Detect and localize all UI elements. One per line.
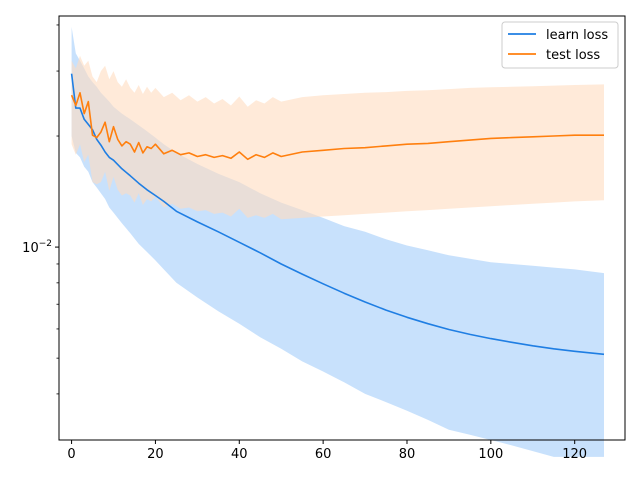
test-loss-line <box>70 92 604 161</box>
x-tick-label: 100 <box>478 447 503 462</box>
legend-label-learn-loss: learn loss <box>546 28 608 43</box>
confidence-bands <box>71 27 605 457</box>
learn-loss-line <box>70 73 605 356</box>
x-tick-label: 40 <box>231 447 248 462</box>
x-tick-label: 60 <box>315 447 332 462</box>
test-loss-band <box>71 55 605 220</box>
series-lines <box>70 73 605 356</box>
x-tick-label: 20 <box>147 447 164 462</box>
y-axis-ticks: 10−2 <box>22 24 59 395</box>
axes-frame <box>58 15 626 441</box>
x-axis-ticks: 0 20 40 60 80 100 120 <box>67 440 587 462</box>
legend-label-test-loss: test loss <box>546 48 600 63</box>
y-tick-label: 10−2 <box>22 239 52 256</box>
legend: learn loss test loss <box>501 21 619 69</box>
x-tick-label: 120 <box>562 447 587 462</box>
learn-loss-band <box>71 27 605 457</box>
x-tick-label: 0 <box>67 447 75 462</box>
x-tick-label: 80 <box>399 447 416 462</box>
